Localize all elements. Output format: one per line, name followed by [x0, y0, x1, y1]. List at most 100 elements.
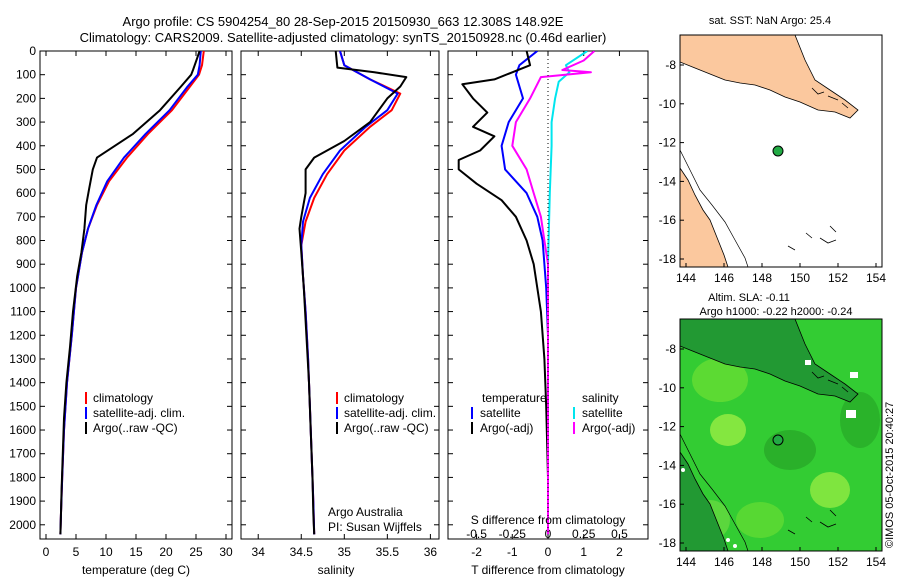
legend-label-t-satellite: satellite [480, 406, 521, 420]
map-y-tick-label: -10 [659, 381, 677, 395]
salinity-xlabel: salinity [318, 563, 355, 577]
y-tick-label: 400 [16, 139, 36, 153]
x-tick-label: 35 [338, 545, 352, 559]
map-y-tick-label: -12 [659, 136, 677, 150]
difference-xlabel-t: T difference from climatology [471, 563, 625, 577]
salinity-lines [298, 51, 408, 535]
map-y-tick-label: -18 [659, 536, 677, 550]
series-line-climatology [59, 51, 205, 535]
argo-australia-note: Argo Australia [328, 505, 403, 519]
y-tick-label: 700 [16, 210, 36, 224]
sla-anomaly [810, 472, 850, 508]
y-tick-label: 1700 [9, 447, 36, 461]
map-y-tick-label: -14 [659, 458, 677, 472]
map-x-tick-label: 144 [676, 271, 696, 285]
missing-data-patch [726, 538, 730, 542]
salinity-legend: climatology satellite-adj. clim. Argo(..… [336, 391, 436, 435]
sla-anomaly [764, 430, 816, 470]
y-tick-label: 300 [16, 115, 36, 129]
shelf-contour [680, 149, 749, 267]
argo-station-marker [772, 145, 784, 157]
s-tick-label: -0.5 [466, 527, 487, 541]
y-tick-label: 1900 [9, 494, 36, 508]
legend-label-climatology: climatology [93, 391, 153, 405]
map-x-tick-label: 146 [714, 555, 734, 569]
missing-data-patch [733, 544, 737, 548]
x-tick-label: -1 [507, 545, 518, 559]
sla-anomaly [736, 502, 784, 538]
difference-axes: -2 -1 0 1 2-0.5 -0.25 0 0.25 0.5 [448, 50, 648, 559]
figure-title-line1: Argo profile: CS 5904254_80 28-Sep-2015 … [123, 14, 564, 29]
legend-label-t-argo: Argo(-adj) [480, 421, 533, 435]
legend-label-s-satellite: satellite [582, 406, 623, 420]
sla-map-axes: 144 146 148 150 152 154 -8 -10 -12 -14 -16 -18 [659, 342, 887, 569]
x-tick-label: 1 [580, 545, 587, 559]
map-x-tick-label: 154 [866, 271, 886, 285]
legend-group-salinity: salinity [582, 391, 619, 405]
x-tick-label: 25 [189, 545, 203, 559]
argo-station-marker [772, 434, 784, 446]
imos-credit: ©IMOS 05-Oct-2015 20:40:27 [884, 402, 896, 548]
series-line-satellite-adj-clim- [300, 51, 399, 535]
y-tick-label: 100 [16, 68, 36, 82]
sla-anomaly [692, 358, 748, 402]
map-y-tick-label: -8 [665, 342, 676, 356]
sla-map-title2: Argo h1000: -0.22 h2000: -0.24 [700, 306, 853, 318]
australia-landmass [680, 451, 729, 551]
temperature-xlabel: temperature (deg C) [82, 563, 190, 577]
x-tick-label: 15 [129, 545, 143, 559]
s-tick-label: 0.5 [611, 527, 628, 541]
map-x-tick-label: 146 [714, 271, 734, 285]
shelf-contour [680, 433, 749, 551]
x-tick-label: 34.5 [290, 545, 314, 559]
sst-map [680, 35, 882, 267]
series-line-s-argo-adj- [511, 51, 596, 535]
x-tick-label: 10 [99, 545, 113, 559]
s-tick-label: 0.25 [572, 527, 596, 541]
sst-map-title: sat. SST: NaN Argo: 25.4 [709, 15, 831, 27]
missing-data-patch [805, 360, 811, 365]
legend-label-s-argo: Argo(-adj) [582, 421, 635, 435]
islands-east [787, 371, 849, 535]
y-tick-label: 0 [29, 44, 36, 58]
series-line-argo-raw-qc- [59, 51, 201, 535]
missing-data-patch [681, 468, 685, 472]
map-y-tick-label: -12 [659, 420, 677, 434]
y-tick-label: 900 [16, 257, 36, 271]
islands-east [787, 87, 849, 251]
sla-anomaly [840, 392, 880, 448]
temperature-legend: climatology satellite-adj. clim. Argo(..… [85, 391, 185, 435]
figure-title-line2: Climatology: CARS2009. Satellite-adjuste… [80, 30, 607, 45]
y-tick-label: 200 [16, 91, 36, 105]
y-tick-label: 1300 [9, 352, 36, 366]
y-tick-label: 1600 [9, 423, 36, 437]
legend-label-climatology: climatology [344, 391, 404, 405]
png-landmass [680, 35, 859, 119]
x-tick-label: 35.5 [376, 545, 400, 559]
sst-map-axes: 144 146 148 150 152 154 -8 -10 -12 -14 -16 -18 [659, 58, 887, 285]
series-line-argo-raw-qc- [298, 51, 408, 535]
salinity-axes: 34 34.5 35 35.5 36 [241, 50, 439, 559]
sla-map [680, 319, 882, 551]
s-tick-label: -0.25 [499, 527, 527, 541]
sla-map-title1: Altim. SLA: -0.11 [708, 292, 790, 304]
map-y-tick-label: -14 [659, 174, 677, 188]
y-tick-label: 1400 [9, 376, 36, 390]
map-y-tick-label: -10 [659, 97, 677, 111]
legend-group-temperature: temperature [482, 391, 547, 405]
png-landmass [680, 319, 859, 403]
x-tick-label: 30 [219, 545, 233, 559]
x-tick-label: 34 [252, 545, 266, 559]
y-tick-label: 800 [16, 234, 36, 248]
map-x-tick-label: 154 [866, 555, 886, 569]
sla-anomaly [710, 414, 746, 446]
series-line-t-argo-adj- [457, 51, 549, 535]
y-tick-label: 1800 [9, 470, 36, 484]
map-x-tick-label: 148 [752, 555, 772, 569]
temperature-lines [59, 51, 205, 535]
y-tick-label: 1500 [9, 399, 36, 413]
sst-map-frame [679, 34, 883, 268]
y-tick-label: 500 [16, 162, 36, 176]
legend-label-satellite: satellite-adj. clim. [93, 406, 185, 420]
